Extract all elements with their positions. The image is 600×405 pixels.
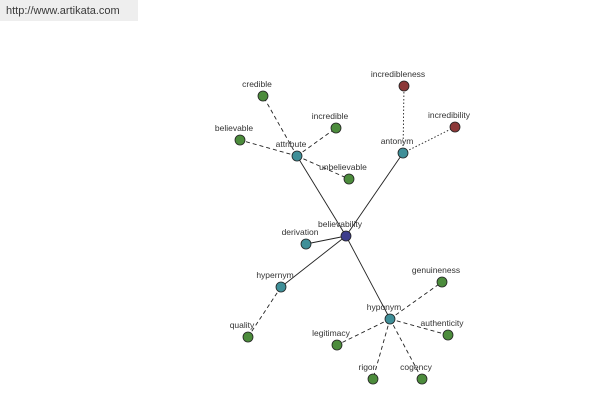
node bbox=[343, 173, 355, 185]
edges bbox=[239, 85, 456, 380]
edge bbox=[262, 95, 298, 157]
edge bbox=[389, 281, 443, 320]
edge bbox=[345, 235, 391, 320]
edge bbox=[247, 286, 282, 338]
node-label: legitimacy bbox=[312, 328, 351, 338]
node-label: cogency bbox=[400, 362, 432, 372]
edge bbox=[305, 235, 347, 245]
edge bbox=[336, 318, 391, 346]
edge bbox=[372, 318, 391, 380]
node bbox=[449, 121, 461, 133]
node bbox=[234, 134, 246, 146]
edge bbox=[296, 155, 350, 180]
nodes: believability attribute antonym derivation h… bbox=[215, 69, 471, 385]
node bbox=[340, 230, 352, 242]
node-label: hyponym bbox=[367, 302, 402, 312]
node bbox=[398, 80, 410, 92]
node bbox=[331, 339, 343, 351]
edge bbox=[402, 85, 405, 154]
node-label: authenticity bbox=[421, 318, 465, 328]
node bbox=[242, 331, 254, 343]
edge bbox=[389, 318, 449, 336]
node-label: unbelievable bbox=[319, 162, 367, 172]
edge bbox=[389, 318, 423, 380]
node bbox=[367, 373, 379, 385]
node bbox=[436, 276, 448, 288]
node bbox=[416, 373, 428, 385]
node bbox=[275, 281, 287, 293]
node bbox=[442, 329, 454, 341]
node-label: hypernym bbox=[256, 270, 293, 280]
edge bbox=[402, 126, 456, 154]
node bbox=[300, 238, 312, 250]
node-label: credible bbox=[242, 79, 272, 89]
node bbox=[397, 147, 409, 159]
edge bbox=[296, 155, 347, 237]
edge bbox=[280, 235, 347, 288]
edge bbox=[345, 152, 404, 237]
node-label: antonym bbox=[381, 136, 414, 146]
node bbox=[257, 90, 269, 102]
edge bbox=[239, 139, 298, 157]
node-label: quality bbox=[230, 320, 255, 330]
header-url[interactable]: http://www.artikata.com bbox=[6, 5, 120, 17]
node-label: incredibility bbox=[428, 110, 471, 120]
node-label: attribute bbox=[276, 139, 307, 149]
node-label: incredibleness bbox=[371, 69, 425, 79]
node-label: genuineness bbox=[412, 265, 460, 275]
node bbox=[330, 122, 342, 134]
node bbox=[291, 150, 303, 162]
edge bbox=[296, 127, 337, 157]
header-bar bbox=[0, 0, 138, 21]
node bbox=[384, 313, 396, 325]
node-label: derivation bbox=[282, 227, 319, 237]
node-label: believable bbox=[215, 123, 254, 133]
node-label: believability bbox=[318, 219, 363, 229]
node-label: incredible bbox=[312, 111, 349, 121]
node-label: rigor bbox=[358, 362, 375, 372]
